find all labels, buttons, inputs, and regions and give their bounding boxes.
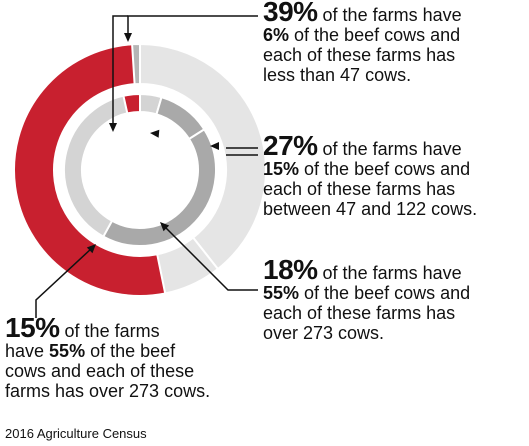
leader-line-18-arrowhead	[160, 222, 170, 232]
callout-15-percent: 15%	[5, 312, 60, 343]
callout-27-line-3: each of these farms has	[263, 179, 456, 199]
callout-27-text-2: of the beef cows and	[299, 159, 471, 179]
inner-ring	[63, 92, 217, 247]
callout-15-share: 55%	[49, 341, 86, 361]
leader-line-39	[127, 15, 258, 40]
callout-39-percent: 39%	[263, 0, 318, 27]
callout-15-text-3: of the beef	[85, 341, 176, 361]
callout-15: 15% of the farms have 55% of the beef co…	[5, 314, 211, 402]
inner-ring-highlight	[122, 92, 141, 115]
callout-27-line-4: between 47 and 122 cows.	[263, 199, 478, 219]
callout-27-text: of the farms have	[317, 139, 462, 159]
inner-ring-segment-4	[63, 92, 141, 238]
outer-ring	[13, 42, 267, 297]
callout-18-line-4: over 273 cows.	[263, 323, 385, 343]
callout-39-text: of the farms have	[317, 5, 462, 25]
callout-18-text-2: of the beef cows and	[299, 283, 471, 303]
callout-15-line-3: cows and each of these	[5, 361, 195, 381]
callout-39-line-4: less than 47 cows.	[263, 65, 412, 85]
leader-line-39b	[112, 15, 128, 128]
leader-line-39-arrowhead	[124, 33, 132, 42]
leader-lines	[35, 15, 258, 318]
callout-27-share: 15%	[263, 159, 300, 179]
leader-line-15-arrowhead	[86, 244, 96, 254]
callout-27-percent: 27%	[263, 130, 318, 161]
callout-15-line-4: farms has over 273 cows.	[5, 381, 211, 401]
inner-ring-segment-3	[101, 128, 217, 247]
leader-line-39b-arrowhead	[109, 123, 117, 132]
callout-27: 27% of the farms have 15% of the beef co…	[263, 132, 478, 220]
callout-39-text-2: of the beef cows and	[289, 25, 461, 45]
callout-15-text: of the farms	[59, 321, 160, 341]
outer-ring-highlight	[13, 43, 167, 297]
leader-line-15	[35, 247, 93, 318]
callout-15-text-2: have	[5, 341, 50, 361]
leader-line-27b-arrowhead	[150, 129, 160, 138]
callout-39-share: 6%	[263, 25, 290, 45]
leader-line-27-arrowhead	[210, 142, 219, 150]
callout-39: 39% of the farms have 6% of the beef cow…	[263, 0, 462, 85]
source-note: 2016 Agriculture Census	[5, 426, 147, 441]
leader-line-18	[165, 227, 258, 291]
callout-18-line-3: each of these farms has	[263, 303, 456, 323]
callout-18-text: of the farms have	[317, 263, 462, 283]
callout-18: 18% of the farms have 55% of the beef co…	[263, 256, 471, 344]
callout-18-percent: 18%	[263, 254, 318, 285]
callout-18-share: 55%	[263, 283, 300, 303]
outer-ring-segment-1	[139, 42, 267, 271]
callout-39-line-3: each of these farms has	[263, 45, 456, 65]
